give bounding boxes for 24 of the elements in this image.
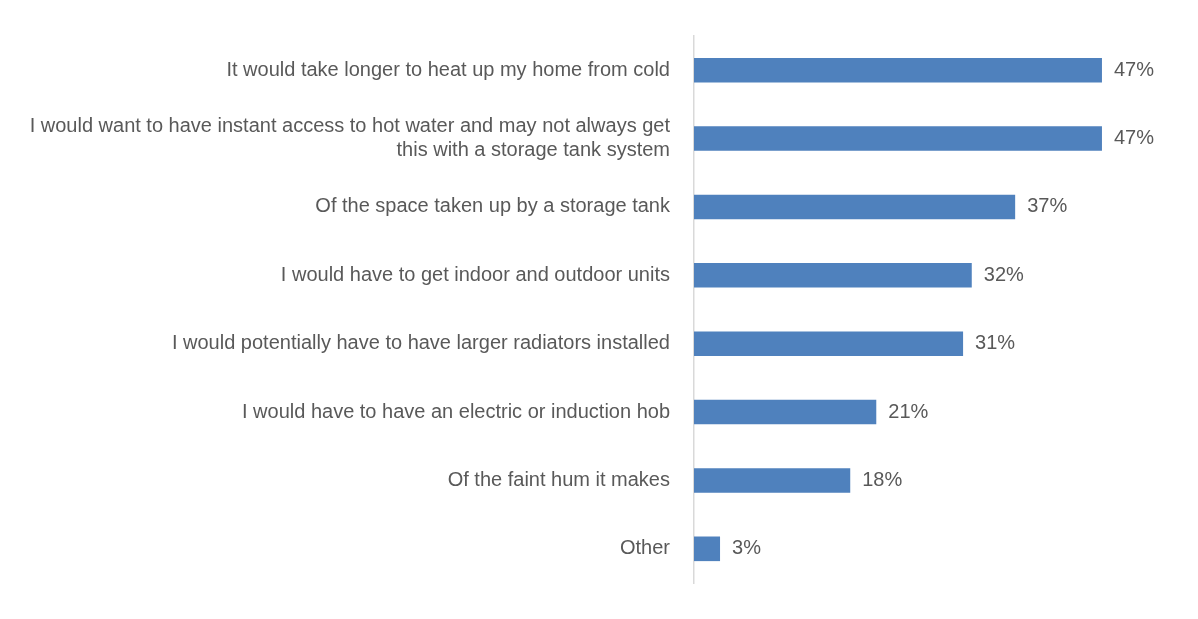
bar xyxy=(694,57,1102,83)
bar xyxy=(694,126,1102,151)
y-tick-label: It would take longer to heat up my home from cold xyxy=(226,57,670,80)
y-tick-label: Of the space taken up by a storage tank xyxy=(315,194,671,217)
bar xyxy=(694,536,721,562)
data-label: 47% xyxy=(1113,57,1155,80)
y-tick-label: I would potentially have to have larger radiators installed xyxy=(171,331,670,354)
data-label: 18% xyxy=(862,467,903,490)
y-tick-label: Other xyxy=(619,536,671,559)
data-label: 21% xyxy=(888,399,929,422)
y-tick-label: I would have to have an electric or induction hob xyxy=(241,399,670,422)
data-label: 37% xyxy=(1027,194,1068,217)
data-label: 3% xyxy=(732,536,762,559)
bar xyxy=(694,263,972,288)
y-tick-label: I would have to get indoor and outdoor units xyxy=(280,262,670,285)
data-label: 31% xyxy=(975,331,1016,354)
bar xyxy=(694,468,851,493)
data-label: 32% xyxy=(983,262,1025,285)
bar xyxy=(694,194,1016,220)
y-tick-label: I would want to have instant access to hot water and may not always get this with a storage tank system xyxy=(29,114,671,161)
bar xyxy=(694,331,964,356)
y-tick-label: Of the faint hum it makes xyxy=(447,467,670,490)
data-label: 47% xyxy=(1113,126,1155,149)
bar xyxy=(694,399,877,425)
